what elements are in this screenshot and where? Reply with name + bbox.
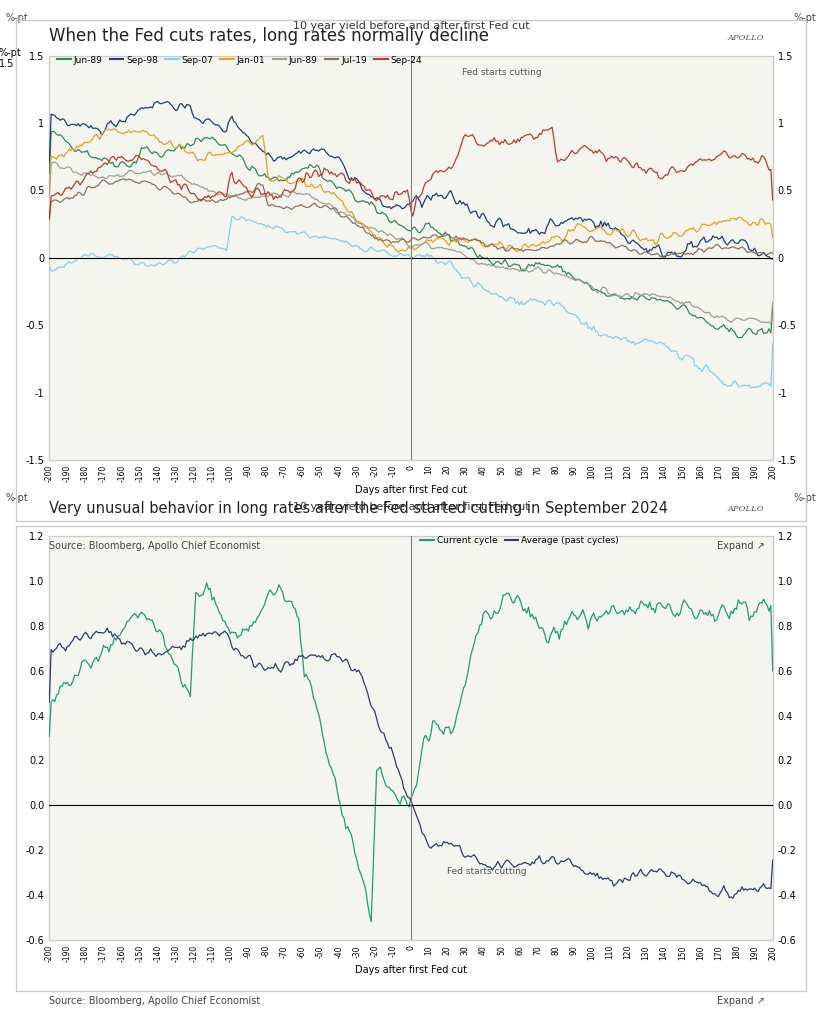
Text: When the Fed cuts rates, long rates normally decline: When the Fed cuts rates, long rates norm… [49, 27, 489, 45]
Y-axis label: %-pt
1.5: %-pt 1.5 [0, 48, 21, 69]
Text: APOLLO: APOLLO [727, 504, 764, 513]
X-axis label: Days after first Fed cut: Days after first Fed cut [355, 485, 467, 495]
Text: Fed starts cutting: Fed starts cutting [447, 867, 527, 877]
Text: %-pt: %-pt [793, 13, 816, 23]
X-axis label: Days after first Fed cut: Days after first Fed cut [355, 966, 467, 976]
Text: Source: Bloomberg, Apollo Chief Economist: Source: Bloomberg, Apollo Chief Economis… [49, 541, 261, 551]
Text: 10 year yield before and after first Fed cut: 10 year yield before and after first Fed… [293, 501, 529, 512]
Bar [49, 536, 773, 940]
Text: Source: Bloomberg, Apollo Chief Economist: Source: Bloomberg, Apollo Chief Economis… [49, 996, 261, 1006]
Text: APOLLO: APOLLO [727, 34, 764, 42]
Text: 10 year yield before and after first Fed cut: 10 year yield before and after first Fed… [293, 21, 529, 31]
Text: %-pt: %-pt [6, 13, 29, 23]
Text: Very unusual behavior in long rates after the Fed started cutting in September 2: Very unusual behavior in long rates afte… [49, 500, 668, 516]
Bar [49, 56, 773, 460]
Legend: Current cycle, Average (past cycles): Current cycle, Average (past cycles) [417, 532, 622, 549]
Text: %-pt: %-pt [793, 493, 816, 503]
Legend: Jun-89, Sep-98, Sep-07, Jan-01, Jun-89, Jul-19, Sep-24: Jun-89, Sep-98, Sep-07, Jan-01, Jun-89, … [53, 52, 426, 69]
Text: Fed starts cutting: Fed starts cutting [462, 68, 541, 77]
Text: Expand ↗: Expand ↗ [717, 541, 764, 551]
Text: %-pt: %-pt [6, 493, 29, 503]
Text: Expand ↗: Expand ↗ [717, 996, 764, 1006]
